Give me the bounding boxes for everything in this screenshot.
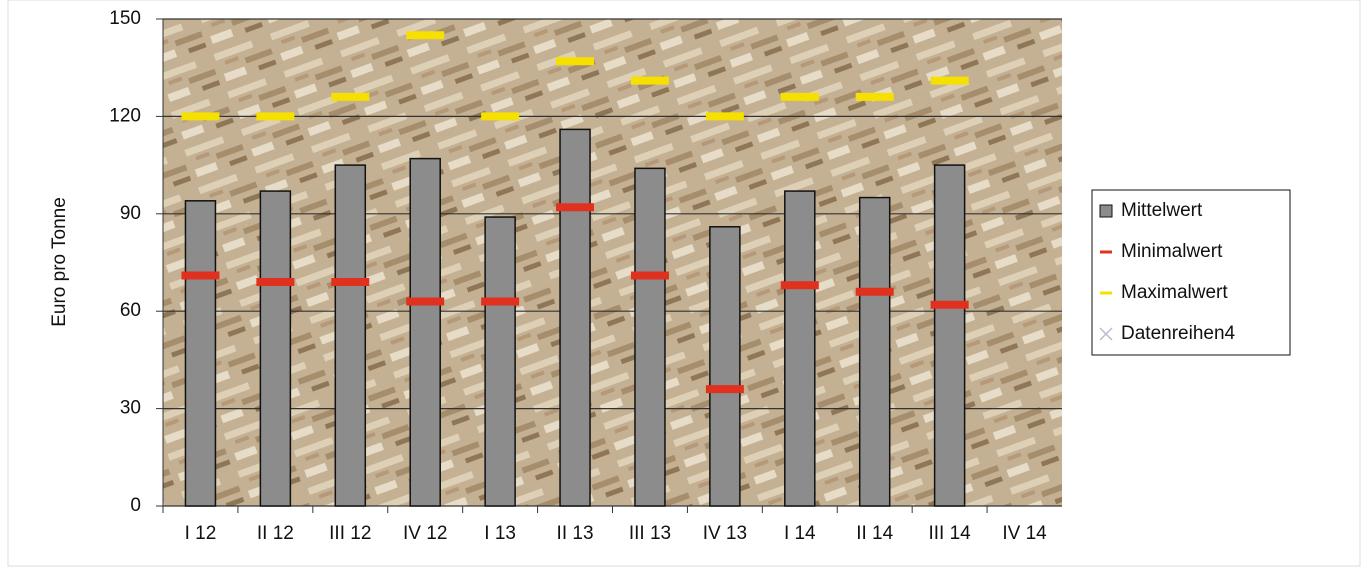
bar (335, 165, 365, 506)
bar (935, 165, 965, 506)
legend-swatch (1100, 205, 1112, 217)
y-tick-label: 90 (120, 203, 141, 224)
plot-background (163, 19, 1062, 506)
x-tick-label: I 13 (484, 523, 516, 544)
legend-label: Minimalwert (1121, 241, 1223, 262)
bar (185, 201, 215, 506)
y-tick-label: 120 (109, 105, 141, 126)
bar (410, 159, 440, 506)
bar (485, 217, 515, 506)
x-tick-label: III 14 (929, 523, 972, 544)
bar (560, 129, 590, 506)
x-tick-label: IV 14 (1002, 523, 1047, 544)
legend-label: Mittelwert (1121, 200, 1203, 221)
x-tick-label: II 14 (856, 523, 893, 544)
y-axis-label: Euro pro Tonne (49, 197, 70, 327)
x-tick-label: II 12 (257, 523, 294, 544)
x-tick-label: I 14 (784, 523, 816, 544)
bar (710, 227, 740, 506)
bar (860, 198, 890, 506)
x-tick-label: I 12 (185, 523, 217, 544)
y-tick-label: 60 (120, 300, 141, 321)
y-tick-label: 0 (130, 495, 141, 516)
bar (260, 191, 290, 506)
x-tick-label: IV 12 (403, 523, 447, 544)
x-tick-label: III 13 (629, 523, 671, 544)
bar (635, 168, 665, 506)
x-tick-label: III 12 (329, 523, 371, 544)
chart: Euro pro Tonne 0 30 60 90 120 150 I 12 II 12 III… (0, 0, 1368, 574)
legend-label: Datenreihen4 (1121, 323, 1236, 344)
y-tick-label: 30 (120, 398, 141, 419)
legend-label: Maximalwert (1121, 282, 1228, 303)
y-tick-label: 150 (109, 8, 141, 29)
x-tick-label: IV 13 (703, 523, 747, 544)
x-tick-label: II 13 (557, 523, 594, 544)
bar (785, 191, 815, 506)
